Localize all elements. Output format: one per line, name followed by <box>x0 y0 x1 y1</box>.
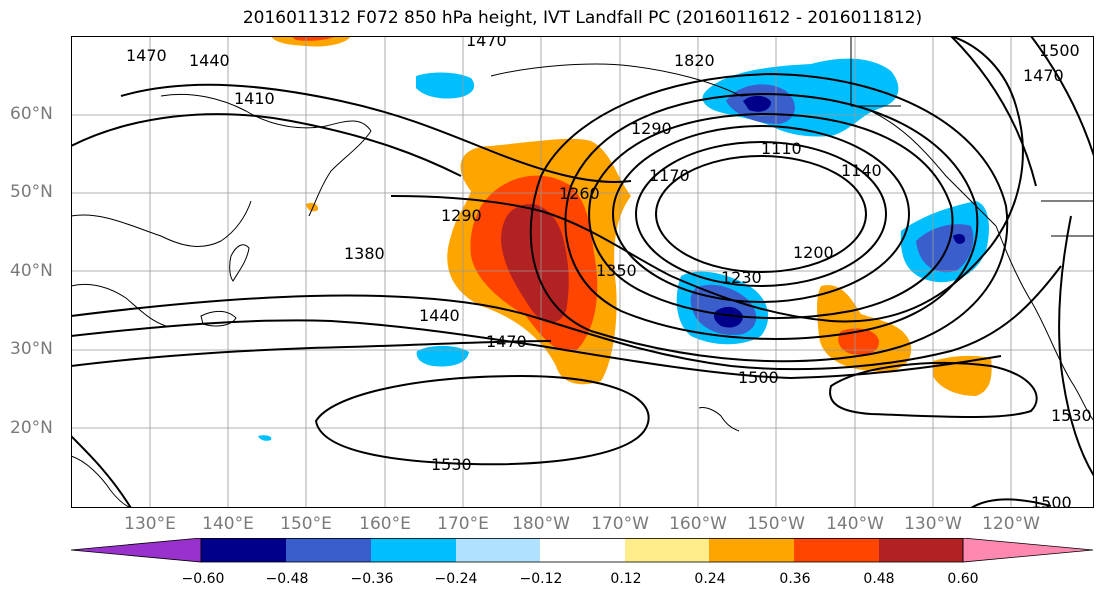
contour-label: 1380 <box>344 244 385 263</box>
colorbar-bin <box>625 538 709 562</box>
contour-label: 1440 <box>419 306 460 325</box>
lat-label: 20°N <box>10 418 53 438</box>
contour-label: 1530 <box>1051 406 1092 425</box>
contour-label: 1290 <box>631 119 672 138</box>
colorbar-bin <box>540 538 625 562</box>
lon-label: 180°W <box>512 514 570 534</box>
contour-label: 1530 <box>431 455 472 474</box>
lon-label: 130°W <box>904 514 962 534</box>
lon-label: 130°E <box>124 514 176 534</box>
contour-label: 1500 <box>1031 493 1072 508</box>
colorbar-bin <box>201 538 286 562</box>
contour-label: 1350 <box>596 261 637 280</box>
lon-label: 140°W <box>826 514 884 534</box>
contour-label: 1470 <box>126 46 167 65</box>
colorbar-tick: 0.48 <box>863 571 895 587</box>
lon-label: 120°W <box>982 514 1040 534</box>
lon-label: 150°W <box>747 514 805 534</box>
contour-label: 1170 <box>649 166 690 185</box>
lat-label: 50°N <box>10 182 53 202</box>
colorbar-tick: −0.60 <box>181 571 225 587</box>
lon-label: 150°E <box>280 514 332 534</box>
graticule <box>71 36 1094 508</box>
contour-label: 1410 <box>234 89 275 108</box>
colorbar-tick: −0.12 <box>519 571 563 587</box>
colorbar-frame <box>200 538 964 563</box>
contour-label: 1500 <box>1039 41 1080 60</box>
contour-label: 1290 <box>441 206 482 225</box>
contour-label: 1470 <box>1023 66 1064 85</box>
colorbar <box>71 538 1094 563</box>
ivt-negative-shading <box>258 58 989 441</box>
contour-label: 1500 <box>738 368 779 387</box>
map-panel: 1470 1440 1470 1820 1500 1470 1410 1290 … <box>71 36 1094 508</box>
contour-label: 1260 <box>559 184 600 203</box>
lat-label: 60°N <box>10 104 53 124</box>
lon-label: 160°E <box>359 514 411 534</box>
colorbar-tick: −0.36 <box>350 571 394 587</box>
lon-label: 160°W <box>669 514 727 534</box>
colorbar-bin <box>456 538 540 562</box>
colorbar-tick: 0.36 <box>779 571 811 587</box>
contour-label: 1110 <box>761 139 802 158</box>
height-contours <box>71 36 1094 508</box>
lon-label: 170°E <box>437 514 489 534</box>
lat-label: 40°N <box>10 261 53 281</box>
contour-label: 1140 <box>841 161 882 180</box>
contour-label: 1440 <box>189 51 230 70</box>
lon-label: 170°W <box>591 514 649 534</box>
colorbar-extend-right <box>962 538 1094 563</box>
contour-label: 1470 <box>466 36 507 50</box>
colorbar-extend-left <box>71 538 202 563</box>
map-frame <box>71 36 1094 508</box>
contour-label: 1820 <box>674 51 715 70</box>
lat-label: 30°N <box>10 339 53 359</box>
colorbar-tick: −0.48 <box>265 571 309 587</box>
colorbar-tick: −0.24 <box>434 571 478 587</box>
colorbar-tick: 0.24 <box>694 571 726 587</box>
contour-label: 1230 <box>721 268 762 287</box>
map-title: 2016011312 F072 850 hPa height, IVT Land… <box>242 8 923 28</box>
colorbar-bin <box>879 538 963 562</box>
colorbar-tick: 0.12 <box>610 571 642 587</box>
lon-label: 140°E <box>202 514 254 534</box>
contour-label: 1200 <box>793 243 834 262</box>
colorbar-bin <box>286 538 371 562</box>
contour-label: 1470 <box>486 332 527 351</box>
colorbar-bin <box>371 538 456 562</box>
colorbar-bin <box>794 538 879 562</box>
colorbar-bin <box>709 538 794 562</box>
colorbar-tick: 0.60 <box>947 571 979 587</box>
contour-labels: 1470 1440 1470 1820 1500 1470 1410 1290 … <box>126 36 1092 508</box>
